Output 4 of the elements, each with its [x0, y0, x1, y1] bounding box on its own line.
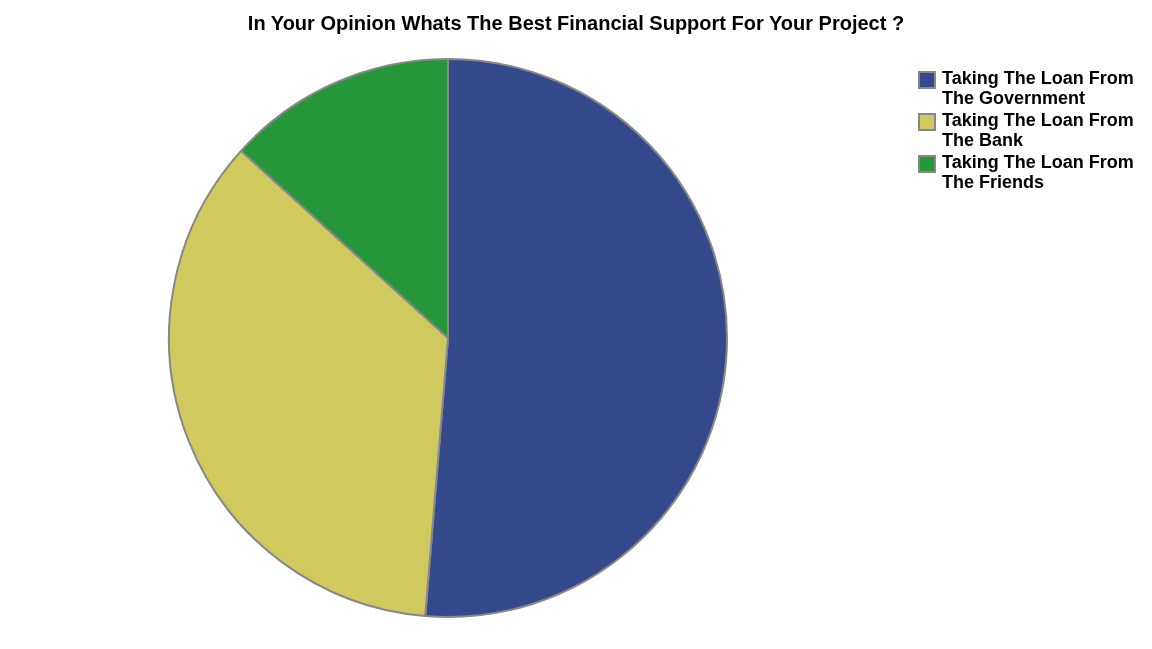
legend-label: Taking The Loan From The Friends [942, 152, 1135, 192]
chart-title: In Your Opinion Whats The Best Financial Support For Your Project ? [246, 11, 906, 35]
legend-label: Taking The Loan From The Government [942, 68, 1135, 108]
legend-label: Taking The Loan From The Bank [942, 110, 1135, 150]
